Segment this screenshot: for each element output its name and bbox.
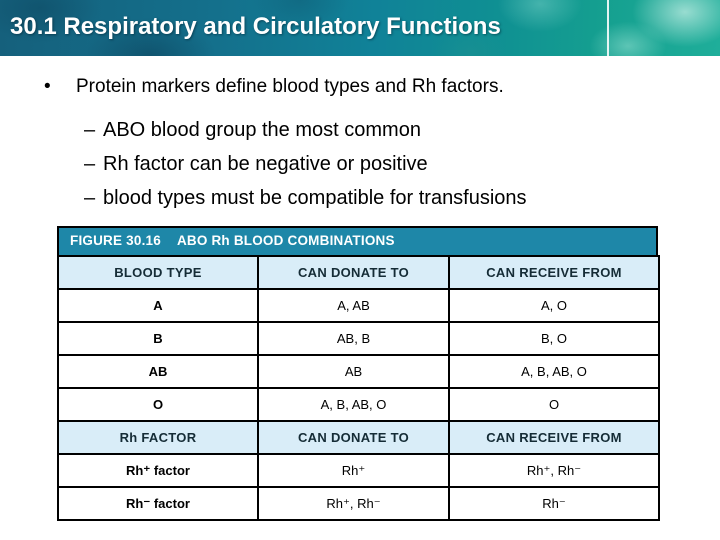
rh-header-row: Rh FACTOR CAN DONATE TO CAN RECEIVE FROM [57, 420, 660, 455]
table-cell-donate: AB [257, 354, 450, 389]
table-row: O A, B, AB, O O [57, 387, 660, 422]
table-cell-receive: B, O [448, 321, 660, 356]
header-divider-line [607, 0, 609, 56]
table-cell-donate: A, B, AB, O [257, 387, 450, 422]
table-cell-blood-type: AB [57, 354, 259, 389]
column-header-blood-type: BLOOD TYPE [57, 255, 259, 290]
table-cell-receive: Rh⁻ [448, 486, 660, 521]
table-cell-blood-type: B [57, 321, 259, 356]
table-cell-receive: A, B, AB, O [448, 354, 660, 389]
column-header-receive: CAN RECEIVE FROM [448, 420, 660, 455]
bullet-sub: – Rh factor can be negative or positive [84, 153, 428, 176]
table-cell-donate: AB, B [257, 321, 450, 356]
bullet-main: • Protein markers define blood types and … [44, 76, 504, 98]
figure-title: ABO Rh BLOOD COMBINATIONS [176, 233, 395, 248]
abo-header-row: BLOOD TYPE CAN DONATE TO CAN RECEIVE FRO… [57, 255, 660, 290]
table-row: Rh⁻ factor Rh⁺, Rh⁻ Rh⁻ [57, 486, 660, 521]
table-cell-rh-factor: Rh⁺ factor [57, 453, 259, 488]
figure-caption: FIGURE 30.16 ABO Rh BLOOD COMBINATIONS [57, 226, 658, 255]
table-row: AB AB A, B, AB, O [57, 354, 660, 389]
bullet-sub: – blood types must be compatible for tran… [84, 187, 527, 210]
bullet-sub: – ABO blood group the most common [84, 119, 421, 142]
bullet-sub-text: ABO blood group the most common [103, 119, 421, 141]
table-cell-receive: A, O [448, 288, 660, 323]
column-header-receive: CAN RECEIVE FROM [448, 255, 660, 290]
table-cell-rh-factor: Rh⁻ factor [57, 486, 259, 521]
table-cell-receive: O [448, 387, 660, 422]
column-header-rh-factor: Rh FACTOR [57, 420, 259, 455]
dash-icon: – [84, 153, 96, 175]
table-cell-blood-type: O [57, 387, 259, 422]
dash-icon: – [84, 119, 96, 141]
table-cell-receive: Rh⁺, Rh⁻ [448, 453, 660, 488]
column-header-donate: CAN DONATE TO [257, 420, 450, 455]
blood-table: BLOOD TYPE CAN DONATE TO CAN RECEIVE FRO… [57, 255, 660, 521]
slide-title: 30.1 Respiratory and Circulatory Functio… [10, 13, 501, 40]
table-cell-donate: Rh⁺ [257, 453, 450, 488]
dash-icon: – [84, 187, 96, 209]
table-row: Rh⁺ factor Rh⁺ Rh⁺, Rh⁻ [57, 453, 660, 488]
figure-label: FIGURE 30.16 [70, 233, 161, 248]
table-cell-donate: Rh⁺, Rh⁻ [257, 486, 450, 521]
table-row: B AB, B B, O [57, 321, 660, 356]
table-cell-donate: A, AB [257, 288, 450, 323]
bullet-icon: • [44, 76, 51, 97]
column-header-donate: CAN DONATE TO [257, 255, 450, 290]
table-row: A A, AB A, O [57, 288, 660, 323]
bullet-main-text: Protein markers define blood types and R… [76, 76, 504, 97]
table-cell-blood-type: A [57, 288, 259, 323]
blood-combinations-table: FIGURE 30.16 ABO Rh BLOOD COMBINATIONS BL… [57, 226, 660, 521]
slide-header-band: 30.1 Respiratory and Circulatory Functio… [0, 0, 720, 56]
bullet-sub-text: Rh factor can be negative or positive [103, 153, 428, 175]
bullet-sub-text: blood types must be compatible for trans… [103, 187, 527, 209]
